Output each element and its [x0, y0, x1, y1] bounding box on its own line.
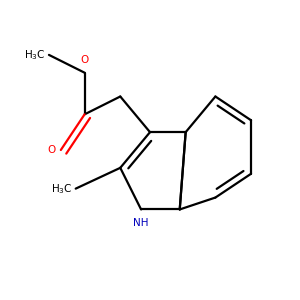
- Text: NH: NH: [133, 218, 149, 228]
- Text: O: O: [47, 145, 56, 155]
- Text: O: O: [80, 55, 89, 65]
- Text: H$_3$C: H$_3$C: [24, 48, 46, 62]
- Text: H$_3$C: H$_3$C: [51, 182, 73, 196]
